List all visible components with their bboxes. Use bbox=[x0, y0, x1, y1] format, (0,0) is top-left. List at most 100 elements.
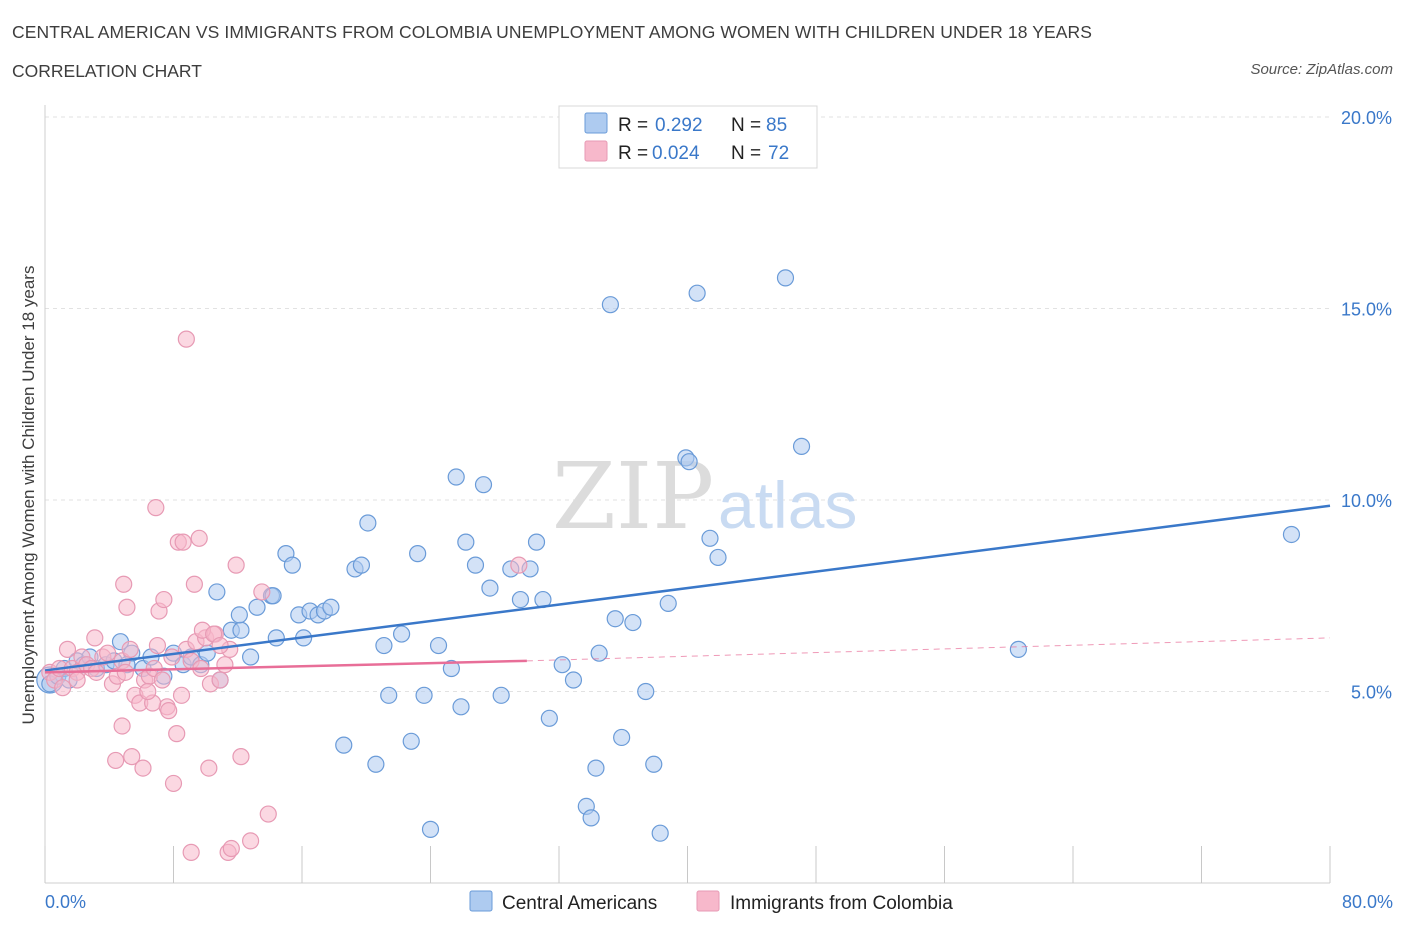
y-tick-labels: 5.0% 10.0% 15.0% 20.0% bbox=[1341, 108, 1392, 703]
y-axis-label: Unemployment Among Women with Children U… bbox=[19, 266, 38, 725]
data-point-central-americans bbox=[380, 686, 398, 704]
data-point-immigrants-colombia bbox=[177, 330, 195, 348]
trend-lines bbox=[44, 504, 1331, 674]
data-point-central-americans bbox=[335, 736, 353, 754]
data-point-immigrants-colombia bbox=[510, 556, 528, 574]
data-point-immigrants-colombia bbox=[200, 759, 218, 777]
data-point-central-americans bbox=[242, 648, 260, 666]
axes bbox=[44, 105, 1331, 884]
series-swatch-immigrants-colombia bbox=[696, 890, 720, 912]
data-point-central-americans bbox=[776, 269, 795, 287]
data-point-immigrants-colombia bbox=[163, 648, 181, 666]
x-tick-label: 80.0% bbox=[1342, 892, 1393, 912]
grid-lines bbox=[45, 116, 1330, 692]
data-point-immigrants-colombia bbox=[190, 529, 208, 547]
data-point-central-americans bbox=[481, 579, 499, 597]
data-point-central-americans bbox=[601, 296, 620, 314]
legend-n-label: N = bbox=[731, 115, 761, 136]
trend-line-central-americans bbox=[44, 504, 1331, 672]
data-point-central-americans bbox=[322, 598, 340, 616]
data-point-immigrants-colombia bbox=[123, 748, 141, 766]
data-point-immigrants-colombia bbox=[116, 663, 134, 681]
series-immigrants-colombia bbox=[41, 330, 528, 861]
x-tick-labels: 0.0% 80.0% bbox=[45, 892, 1393, 912]
data-point-central-americans bbox=[452, 698, 470, 716]
data-point-immigrants-colombia bbox=[164, 774, 183, 793]
data-point-central-americans bbox=[352, 556, 371, 574]
series-central-americans bbox=[36, 269, 1301, 842]
data-point-immigrants-colombia bbox=[172, 686, 191, 704]
correlation-legend: R = 0.292 N = 85 R = 0.024 N = 72 bbox=[558, 105, 818, 169]
data-point-central-americans bbox=[492, 686, 510, 704]
data-point-immigrants-colombia bbox=[58, 640, 77, 658]
data-point-central-americans bbox=[680, 453, 698, 471]
data-point-central-americans bbox=[1282, 525, 1301, 544]
series-label-central-americans: Central Americans bbox=[502, 893, 657, 914]
data-point-central-americans bbox=[447, 468, 465, 486]
data-point-central-americans bbox=[564, 671, 583, 689]
data-point-central-americans bbox=[651, 824, 669, 842]
series-legend: Central Americans Immigrants from Colomb… bbox=[469, 890, 953, 914]
series-label-immigrants-colombia: Immigrants from Colombia bbox=[730, 893, 953, 914]
data-point-immigrants-colombia bbox=[99, 644, 117, 662]
data-point-central-americans bbox=[367, 755, 385, 773]
data-point-immigrants-colombia bbox=[174, 533, 192, 551]
data-point-central-americans bbox=[540, 709, 558, 727]
data-point-immigrants-colombia bbox=[115, 575, 133, 593]
data-point-immigrants-colombia bbox=[185, 575, 203, 593]
data-point-immigrants-colombia bbox=[160, 702, 178, 720]
data-point-central-americans bbox=[582, 809, 600, 827]
data-point-central-americans bbox=[709, 548, 727, 567]
data-point-immigrants-colombia bbox=[121, 640, 139, 658]
legend-r-label: R = bbox=[618, 143, 648, 164]
data-point-central-americans bbox=[421, 820, 440, 838]
data-point-central-americans bbox=[457, 533, 475, 551]
data-point-immigrants-colombia bbox=[118, 598, 136, 616]
data-point-central-americans bbox=[587, 759, 605, 777]
data-point-central-americans bbox=[701, 529, 719, 547]
data-point-immigrants-colombia bbox=[242, 832, 260, 850]
y-tick-label: 5.0% bbox=[1351, 683, 1392, 703]
data-point-central-americans bbox=[645, 755, 663, 773]
data-point-immigrants-colombia bbox=[86, 629, 104, 647]
data-point-central-americans bbox=[283, 556, 301, 574]
data-point-central-americans bbox=[208, 583, 226, 601]
data-point-central-americans bbox=[402, 732, 420, 750]
data-point-immigrants-colombia bbox=[211, 636, 229, 655]
legend-r-label: R = bbox=[618, 115, 648, 136]
data-point-immigrants-colombia bbox=[147, 499, 165, 517]
y-tick-label: 20.0% bbox=[1341, 108, 1392, 128]
data-point-central-americans bbox=[511, 590, 530, 609]
data-point-immigrants-colombia bbox=[259, 805, 277, 823]
data-point-immigrants-colombia bbox=[113, 717, 131, 735]
data-point-immigrants-colombia bbox=[155, 590, 173, 609]
data-point-central-americans bbox=[267, 629, 285, 647]
legend-r-value: 0.024 bbox=[652, 143, 700, 164]
data-point-central-americans bbox=[429, 636, 448, 655]
data-point-immigrants-colombia bbox=[139, 682, 157, 701]
legend-n-value: 85 bbox=[766, 115, 787, 136]
data-point-central-americans bbox=[527, 533, 546, 551]
data-point-immigrants-colombia bbox=[182, 843, 200, 861]
data-point-immigrants-colombia bbox=[68, 671, 86, 689]
trend-line-extension bbox=[526, 637, 1331, 662]
data-point-central-americans bbox=[359, 514, 377, 532]
data-point-immigrants-colombia bbox=[232, 748, 250, 766]
chart-subtitle: CORRELATION CHART bbox=[12, 61, 202, 81]
trend-line-immigrants-colombia bbox=[44, 659, 527, 674]
legend-n-value: 72 bbox=[768, 143, 789, 164]
data-point-central-americans bbox=[624, 613, 642, 632]
legend-swatch-blue bbox=[584, 112, 608, 134]
data-point-immigrants-colombia bbox=[107, 751, 125, 770]
legend-r-value: 0.292 bbox=[655, 115, 703, 136]
data-point-central-americans bbox=[230, 606, 248, 624]
chart-title: CENTRAL AMERICAN VS IMMIGRANTS FROM COLO… bbox=[12, 22, 1093, 42]
legend-n-label: N = bbox=[731, 143, 761, 164]
legend-swatch-pink bbox=[584, 140, 608, 162]
data-point-central-americans bbox=[375, 636, 393, 655]
data-point-central-americans bbox=[613, 728, 631, 747]
data-point-central-americans bbox=[466, 556, 485, 574]
data-point-immigrants-colombia bbox=[148, 636, 167, 655]
data-point-central-americans bbox=[442, 659, 460, 678]
